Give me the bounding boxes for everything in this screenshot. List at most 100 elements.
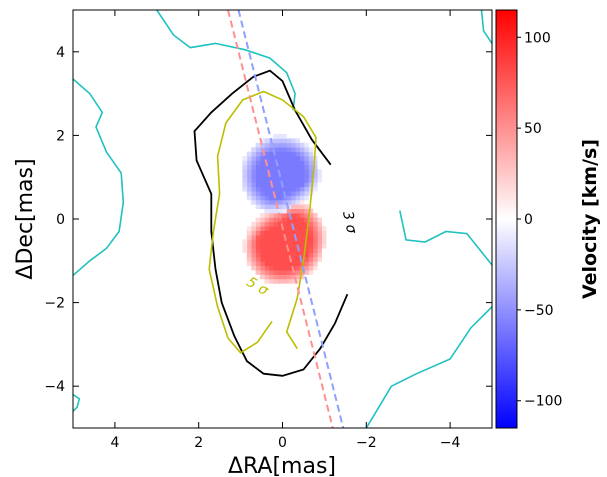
heatmap-cell	[259, 248, 265, 253]
heatmap-cell	[259, 226, 265, 231]
heatmap-cell	[242, 177, 248, 183]
heatmap-cell	[312, 221, 318, 227]
heatmap-cell	[295, 265, 300, 271]
colorbar-tick-label: 0	[524, 212, 533, 228]
heatmap-cell	[303, 186, 309, 192]
heatmap-cell	[273, 147, 278, 152]
contour-line	[193, 69, 349, 377]
heatmap-cell	[255, 204, 261, 210]
heatmap-cell	[251, 182, 256, 188]
heatmap-cell	[251, 265, 256, 271]
heatmap-cell	[295, 213, 300, 218]
heatmap-cell	[259, 195, 265, 201]
heatmap-cell	[299, 177, 305, 183]
heatmap-cell	[246, 160, 252, 166]
outer-contour-line	[399, 210, 492, 266]
heatmap-cell	[277, 261, 283, 267]
heatmap-cell	[268, 186, 274, 192]
heatmap-cell	[299, 199, 305, 205]
heatmap-cell	[303, 151, 309, 157]
heatmap-cell	[281, 169, 287, 174]
heatmap-cell	[259, 239, 265, 245]
heatmap-cell	[246, 195, 252, 201]
heatmap-cell	[308, 186, 314, 192]
heatmap-cell	[308, 217, 314, 223]
heatmap-cell	[312, 265, 318, 271]
heatmap-cell	[259, 191, 265, 196]
heatmap-cell	[286, 169, 292, 174]
heatmap-cell	[299, 217, 305, 223]
heatmap-cell	[277, 256, 283, 262]
heatmap-cell	[242, 160, 248, 166]
heatmap-cell	[286, 173, 292, 179]
heatmap-cell	[246, 252, 252, 258]
heatmap-cell	[308, 147, 314, 152]
heatmap-cell	[264, 199, 270, 205]
heatmap-cell	[299, 151, 305, 157]
heatmap-cell	[303, 142, 309, 148]
heatmap-cell	[242, 155, 248, 161]
heatmap-cell	[303, 226, 309, 231]
heatmap-cell	[251, 226, 256, 231]
heatmap-cell	[286, 155, 292, 161]
heatmap-cell	[273, 217, 278, 223]
heatmap-cell	[299, 213, 305, 218]
heatmap-cell	[255, 261, 261, 267]
sigma-contours	[193, 69, 349, 377]
heatmap-cell	[295, 199, 300, 205]
heatmap-cell	[246, 248, 252, 253]
contour-line	[208, 90, 317, 354]
heatmap-cell	[259, 204, 265, 210]
position-angle-line	[237, 10, 345, 428]
heatmap-cell	[317, 243, 322, 249]
heatmap-cell	[308, 155, 314, 161]
heatmap-cell	[281, 134, 287, 139]
heatmap-cell	[268, 221, 274, 227]
heatmap-cell	[299, 230, 305, 236]
heatmap-cell	[303, 195, 309, 201]
heatmap-cell	[286, 239, 292, 245]
heatmap-cell	[281, 182, 287, 188]
heatmap-cell	[277, 186, 283, 192]
heatmap-cell	[290, 252, 296, 258]
heatmap-cell	[277, 164, 283, 170]
heatmap-cell	[321, 239, 327, 245]
x-axis-label: ΔRA[mas]	[228, 454, 336, 477]
heatmap-cell	[264, 256, 270, 262]
heatmap-cell	[255, 155, 261, 161]
heatmap-cell	[255, 239, 261, 245]
colorbar-tick-label: −100	[524, 394, 562, 410]
heatmap-cell	[308, 270, 314, 275]
heatmap-cell	[295, 151, 300, 157]
heatmap-cell	[312, 213, 318, 218]
heatmap-cell	[317, 169, 322, 174]
heatmap-cell	[273, 274, 278, 280]
heatmap-cell	[290, 199, 296, 205]
heatmap-cell	[299, 221, 305, 227]
heatmap-cell	[251, 248, 256, 253]
heatmap-cell	[295, 177, 300, 183]
heatmap-cell	[303, 191, 309, 196]
heatmap-cell	[273, 134, 278, 139]
y-tick-label: 4	[56, 45, 65, 61]
heatmap-cell	[268, 226, 274, 231]
heatmap-cell	[277, 278, 283, 284]
heatmap-cell	[312, 234, 318, 240]
heatmap-cell	[299, 147, 305, 152]
heatmap-cell	[317, 173, 322, 179]
heatmap-cell	[286, 278, 292, 284]
heatmap-cell	[312, 177, 318, 183]
heatmap-cell	[299, 182, 305, 188]
heatmap-cell	[281, 213, 287, 218]
heatmap-cell	[286, 195, 292, 201]
heatmap-cell	[308, 182, 314, 188]
heatmap-cell	[277, 270, 283, 275]
heatmap-cell	[273, 182, 278, 188]
heatmap-cell	[255, 226, 261, 231]
heatmap-cell	[277, 208, 283, 214]
heatmap-cell	[268, 239, 274, 245]
heatmap-cell	[255, 173, 261, 179]
heatmap-cell	[290, 142, 296, 148]
heatmap-cell	[268, 248, 274, 253]
heatmap-cell	[303, 182, 309, 188]
